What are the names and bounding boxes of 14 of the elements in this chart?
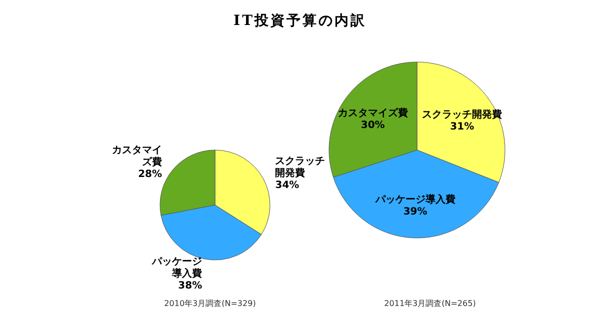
text: 2011年3月調査(N=265) [383, 298, 477, 309]
slice-label: スクラッチ開発費 [275, 156, 326, 179]
slice-label: パッケージ導入費 [151, 256, 202, 280]
text: 2010年3月調査(N=329) [163, 298, 257, 309]
data-label: 28% [138, 169, 162, 180]
slice-label: カスタマイズ費 [338, 106, 408, 119]
slice-label: パッケージ導入費 [374, 194, 456, 206]
slice-label: カスタマイズ費 [112, 145, 162, 168]
data-label: 31% [450, 121, 474, 132]
data-label: 38% [178, 280, 202, 292]
data-label: 30% [360, 120, 385, 131]
data-label: 34% [275, 180, 300, 191]
data-label: 39% [403, 206, 428, 218]
chart-title: IT投資予算の内訳 [232, 12, 368, 30]
